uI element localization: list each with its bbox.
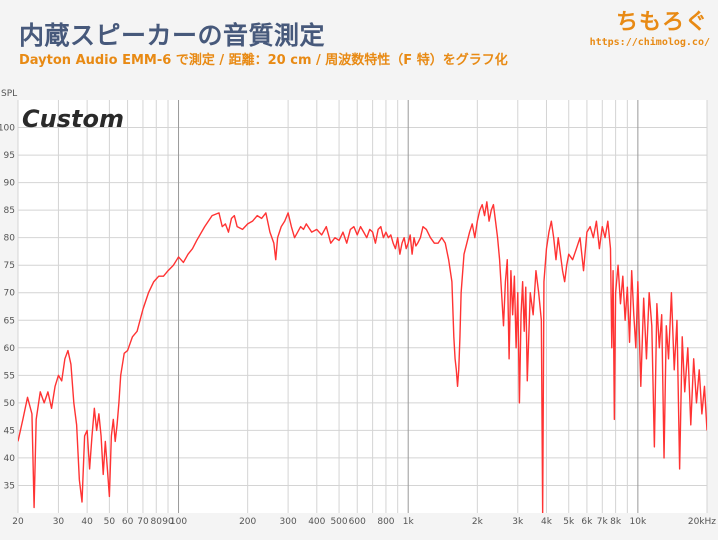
y-tick-label: 65 — [4, 316, 15, 326]
x-tick-label: 60 — [122, 517, 134, 527]
x-tick-label: 4k — [541, 517, 553, 527]
y-tick-label: 60 — [4, 344, 16, 354]
series-line — [18, 201, 707, 513]
y-tick-label: 80 — [4, 234, 16, 244]
x-tick-label: 100 — [170, 517, 187, 527]
y-tick-label: 45 — [4, 426, 15, 436]
x-tick-label: 30 — [53, 517, 65, 527]
x-tick-label: 3k — [512, 517, 524, 527]
x-tick-label: 2k — [472, 517, 484, 527]
x-tick-label: 6k — [581, 517, 593, 527]
x-tick-label: 90 — [162, 517, 174, 527]
y-tick-label: 85 — [4, 206, 15, 216]
y-tick-label: 75 — [4, 261, 15, 271]
y-tick-label: 70 — [4, 289, 16, 299]
y-tick-label: 50 — [4, 399, 16, 409]
y-tick-label: 100 — [0, 124, 15, 134]
grid — [17, 100, 708, 513]
x-tick-label: 200 — [239, 517, 256, 527]
x-tick-label: 50 — [104, 517, 116, 527]
brand-url[interactable]: https://chimolog.co/ — [589, 37, 710, 48]
x-tick-label: 600 — [349, 517, 366, 527]
y-tick-label: 90 — [4, 179, 16, 189]
x-tick-label: 7k — [597, 517, 609, 527]
x-tick-label: 80 — [151, 517, 163, 527]
x-tick-label: 10k — [630, 517, 647, 527]
frequency-response-chart: 35 40 45 50 55 60 65 70 75 80 85 90 95 100 20 30 40 50 60… — [0, 89, 716, 527]
page-subtitle: Dayton Audio EMM-6 で測定 / 距離：20 cm / 周波数特… — [19, 53, 508, 68]
y-tick-label: 40 — [4, 454, 16, 464]
y-tick-labels: 35 40 45 50 55 60 65 70 75 80 85 90 95 100 — [0, 124, 15, 492]
y-tick-label: 35 — [4, 481, 15, 491]
y-tick-label: 55 — [4, 371, 15, 381]
series-group — [18, 201, 707, 513]
y-tick-label: 95 — [4, 151, 15, 161]
y-axis-label: SPL — [1, 89, 17, 99]
x-tick-label: 70 — [137, 517, 149, 527]
x-tick-label: 800 — [377, 517, 394, 527]
page-title: 内蔵スピーカーの音質測定 — [19, 21, 326, 50]
x-tick-label: 1k — [403, 517, 415, 527]
x-tick-label: 40 — [81, 517, 93, 527]
x-tick-label: 8k — [610, 517, 622, 527]
x-tick-label: 300 — [280, 517, 297, 527]
x-tick-label: 20kHz — [688, 517, 716, 527]
brand-logo: ちもろぐ — [615, 10, 708, 35]
series-label: Custom — [22, 105, 124, 133]
x-tick-label: 5k — [563, 517, 575, 527]
x-tick-label: 400 — [308, 517, 325, 527]
x-tick-label: 20 — [12, 517, 24, 527]
x-tick-label: 500 — [330, 517, 347, 527]
plot-area — [18, 100, 707, 513]
